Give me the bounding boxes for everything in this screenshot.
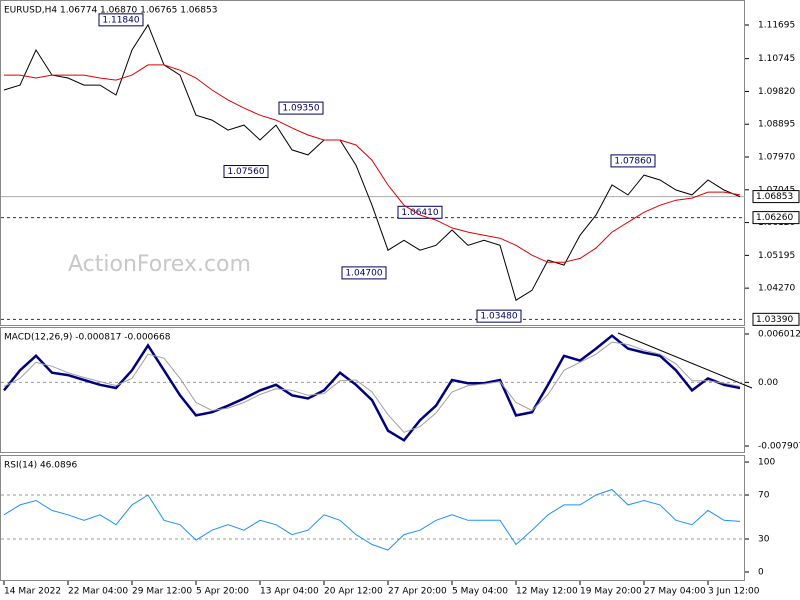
- x-tick-label: 3 Jun 12:00: [708, 587, 760, 597]
- annotation-box: [397, 205, 443, 219]
- y-tick-label: 1.11695: [758, 20, 795, 30]
- price-label: 1.06853: [756, 192, 793, 202]
- price-label: 1.06260: [756, 213, 793, 223]
- annotation-box: [98, 13, 144, 27]
- watermark: ActionForex.com: [68, 252, 251, 277]
- annotation-label: 1.06410: [401, 208, 438, 218]
- x-tick-label: 5 Apr 20:00: [196, 587, 249, 597]
- annotation-label: 1.03480: [480, 312, 517, 322]
- y-tick-label: 70: [758, 491, 770, 501]
- macd-frame: [0, 327, 745, 453]
- y-tick-label: 30: [758, 534, 770, 544]
- price-label-box: [752, 211, 800, 225]
- x-tick-label: 12 May 12:00: [516, 587, 578, 597]
- series-line: [3, 23, 741, 301]
- annotation-box: [278, 101, 324, 115]
- y-tick-label: 1.07970: [758, 153, 795, 163]
- y-tick-label: 1.05195: [758, 251, 795, 261]
- x-tick-label: 27 Apr 20:00: [388, 587, 447, 597]
- price-label-box: [752, 312, 800, 326]
- x-tick-label: 14 Mar 2022: [4, 587, 61, 597]
- trend-line: [617, 332, 753, 389]
- rsi-frame: [0, 455, 745, 581]
- x-tick-label: 5 May 04:00: [452, 587, 508, 597]
- annotation-label: 1.04700: [345, 268, 382, 278]
- x-tick-label: 22 Mar 04:00: [68, 587, 128, 597]
- series-line: [3, 334, 741, 442]
- price-frame: [0, 0, 745, 326]
- panel-title: EURUSD,H4 1.06774 1.06870 1.06765 1.0685…: [4, 6, 217, 16]
- price-label: 1.03390: [756, 315, 793, 325]
- annotation-label: 1.07560: [227, 167, 264, 177]
- x-tick-label: 13 Apr 04:00: [260, 587, 319, 597]
- y-tick-label: 100: [758, 458, 775, 468]
- y-tick-label: 0.006012: [758, 329, 800, 339]
- annotation-label: 1.09350: [282, 104, 319, 114]
- price-label-box: [752, 190, 800, 204]
- annotation-box: [476, 309, 522, 323]
- annotation-box: [223, 165, 269, 179]
- y-tick-label: -0.007907: [758, 442, 800, 452]
- y-tick-label: 0.00: [758, 378, 778, 388]
- annotation-box: [610, 154, 656, 168]
- panel-title: MACD(12,26,9) -0.000817 -0.000668: [4, 333, 171, 343]
- y-tick-label: 0: [758, 567, 764, 577]
- y-tick-label: 1.08895: [758, 120, 795, 130]
- x-tick-label: 20 Apr 12:00: [324, 587, 383, 597]
- x-tick-label: 29 Mar 12:00: [132, 587, 192, 597]
- annotation-label: 1.11840: [102, 15, 139, 25]
- series-line: [3, 488, 741, 551]
- panel-title: RSI(14) 46.0896: [4, 461, 77, 471]
- x-tick-label: 19 May 20:00: [580, 587, 642, 597]
- series-line: [4, 64, 741, 263]
- annotation-label: 1.07860: [614, 156, 651, 166]
- annotation-box: [341, 266, 387, 280]
- series-line: [3, 341, 741, 433]
- y-tick-label: 1.04270: [758, 284, 795, 294]
- y-tick-label: 1.10745: [758, 54, 795, 64]
- x-tick-label: 27 May 04:00: [644, 587, 706, 597]
- y-tick-label: 1.09820: [758, 87, 795, 97]
